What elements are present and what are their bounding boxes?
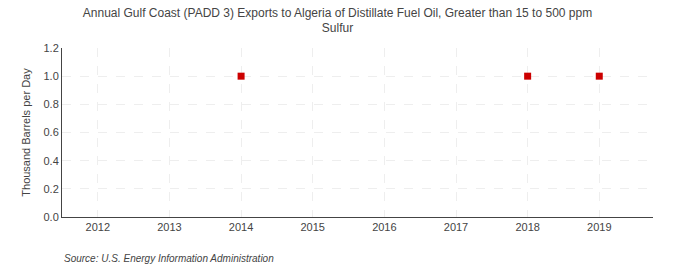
svg-text:0.0: 0.0 (44, 211, 59, 223)
svg-text:2014: 2014 (229, 221, 253, 233)
svg-text:0.4: 0.4 (44, 155, 59, 167)
svg-text:0.2: 0.2 (44, 183, 59, 195)
svg-text:2012: 2012 (86, 221, 110, 233)
svg-text:0.6: 0.6 (44, 126, 59, 138)
svg-text:2013: 2013 (157, 221, 181, 233)
svg-text:2018: 2018 (515, 221, 539, 233)
svg-text:2016: 2016 (372, 221, 396, 233)
svg-text:2017: 2017 (444, 221, 468, 233)
svg-text:1.0: 1.0 (44, 70, 59, 82)
svg-text:Thousand Barrels per Day: Thousand Barrels per Day (20, 68, 32, 197)
svg-text:2015: 2015 (300, 221, 324, 233)
svg-text:1.2: 1.2 (44, 42, 59, 54)
svg-text:Source: U.S. Energy Informatio: Source: U.S. Energy Information Administ… (64, 253, 274, 264)
svg-text:Annual Gulf Coast (PADD 3) Exp: Annual Gulf Coast (PADD 3) Exports to Al… (83, 6, 592, 36)
svg-text:2019: 2019 (587, 221, 611, 233)
svg-text:0.8: 0.8 (44, 98, 59, 110)
